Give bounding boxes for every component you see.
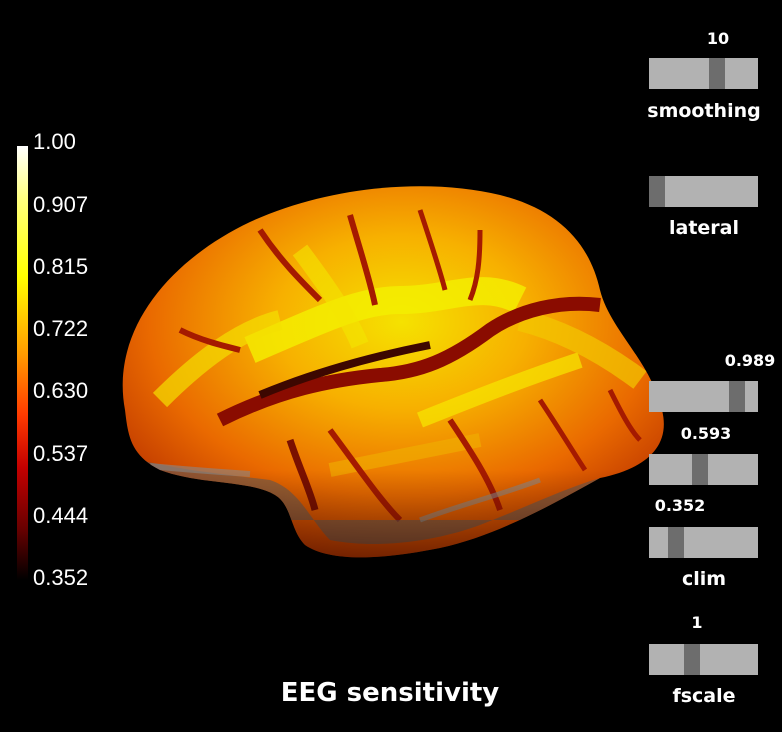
- clim-min-slider[interactable]: [649, 527, 758, 558]
- colorbar-tick: 0.630: [33, 378, 89, 403]
- clim-max-slider-thumb[interactable]: [729, 381, 745, 412]
- lateral-label: lateral: [668, 217, 739, 239]
- clim-max-slider[interactable]: [649, 381, 758, 412]
- colorbar-tick: 0.444: [33, 503, 89, 528]
- clim-min-slider-thumb[interactable]: [668, 527, 684, 558]
- fscale-label: fscale: [672, 685, 736, 707]
- colorbar: [17, 146, 28, 580]
- smoothing-slider[interactable]: [649, 58, 758, 89]
- clim-label: clim: [681, 568, 727, 590]
- smoothing-value: 10: [706, 29, 730, 48]
- fscale-slider-thumb[interactable]: [684, 644, 700, 675]
- fscale-slider[interactable]: [649, 644, 758, 675]
- lateral-slider[interactable]: [649, 176, 758, 207]
- clim-min-value: 0.352: [654, 496, 706, 515]
- colorbar-tick: 0.907: [33, 192, 89, 217]
- lateral-slider-thumb[interactable]: [649, 176, 665, 207]
- smoothing-label: smoothing: [647, 100, 761, 122]
- clim-max-value: 0.989: [724, 351, 776, 370]
- clim-mid-slider[interactable]: [649, 454, 758, 485]
- smoothing-slider-thumb[interactable]: [709, 58, 725, 89]
- clim-mid-slider-thumb[interactable]: [692, 454, 708, 485]
- colorbar-tick: 0.815: [33, 254, 89, 279]
- colorbar-tick: 0.722: [33, 316, 89, 341]
- fscale-value: 1: [691, 613, 703, 632]
- colorbar-tick: 1.00: [33, 129, 76, 154]
- colorbar-tick: 0.352: [33, 565, 89, 590]
- plot-title: EEG sensitivity: [280, 678, 500, 708]
- clim-mid-value: 0.593: [680, 424, 732, 443]
- colorbar-tick: 0.537: [33, 441, 89, 466]
